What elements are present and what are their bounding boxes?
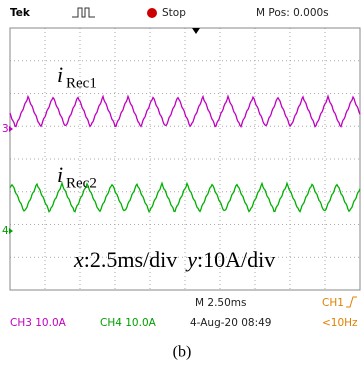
trace-label-subscript: Rec2 — [66, 175, 97, 191]
x-scale: :2.5ms/div — [84, 247, 178, 272]
channel-4-scale: CH4 10.0A — [100, 317, 157, 329]
screen-background — [0, 0, 364, 335]
stop-indicator — [147, 8, 157, 18]
horizontal-position: M Pos: 0.000s — [256, 7, 329, 19]
acquisition-status: Stop — [162, 7, 186, 19]
date-time: 4-Aug-20 08:49 — [190, 317, 272, 329]
y-scale: :10A/div — [197, 247, 275, 272]
channel-marker: 3 — [2, 123, 9, 135]
trace-label-subscript: Rec1 — [66, 75, 97, 91]
oscilloscope-screenshot: Tek Stop M Pos: 0.000s i Rec1 i Rec2 3 4… — [0, 0, 364, 368]
channel-3-scale: CH3 10.0A — [10, 317, 67, 329]
brand: Tek — [10, 7, 31, 19]
timebase: M 2.50ms — [195, 297, 246, 309]
trigger-source: CH1 — [322, 297, 344, 309]
x-variable: x — [73, 247, 84, 272]
caption: (b) — [173, 344, 192, 361]
channel-marker: 4 — [2, 225, 9, 237]
trace-label: i — [57, 162, 63, 187]
trigger-frequency: <10Hz — [322, 317, 358, 329]
y-variable: y — [185, 247, 197, 272]
trace-label: i — [57, 62, 63, 87]
scale-annotation: x:2.5ms/div y:10A/div — [73, 247, 275, 272]
